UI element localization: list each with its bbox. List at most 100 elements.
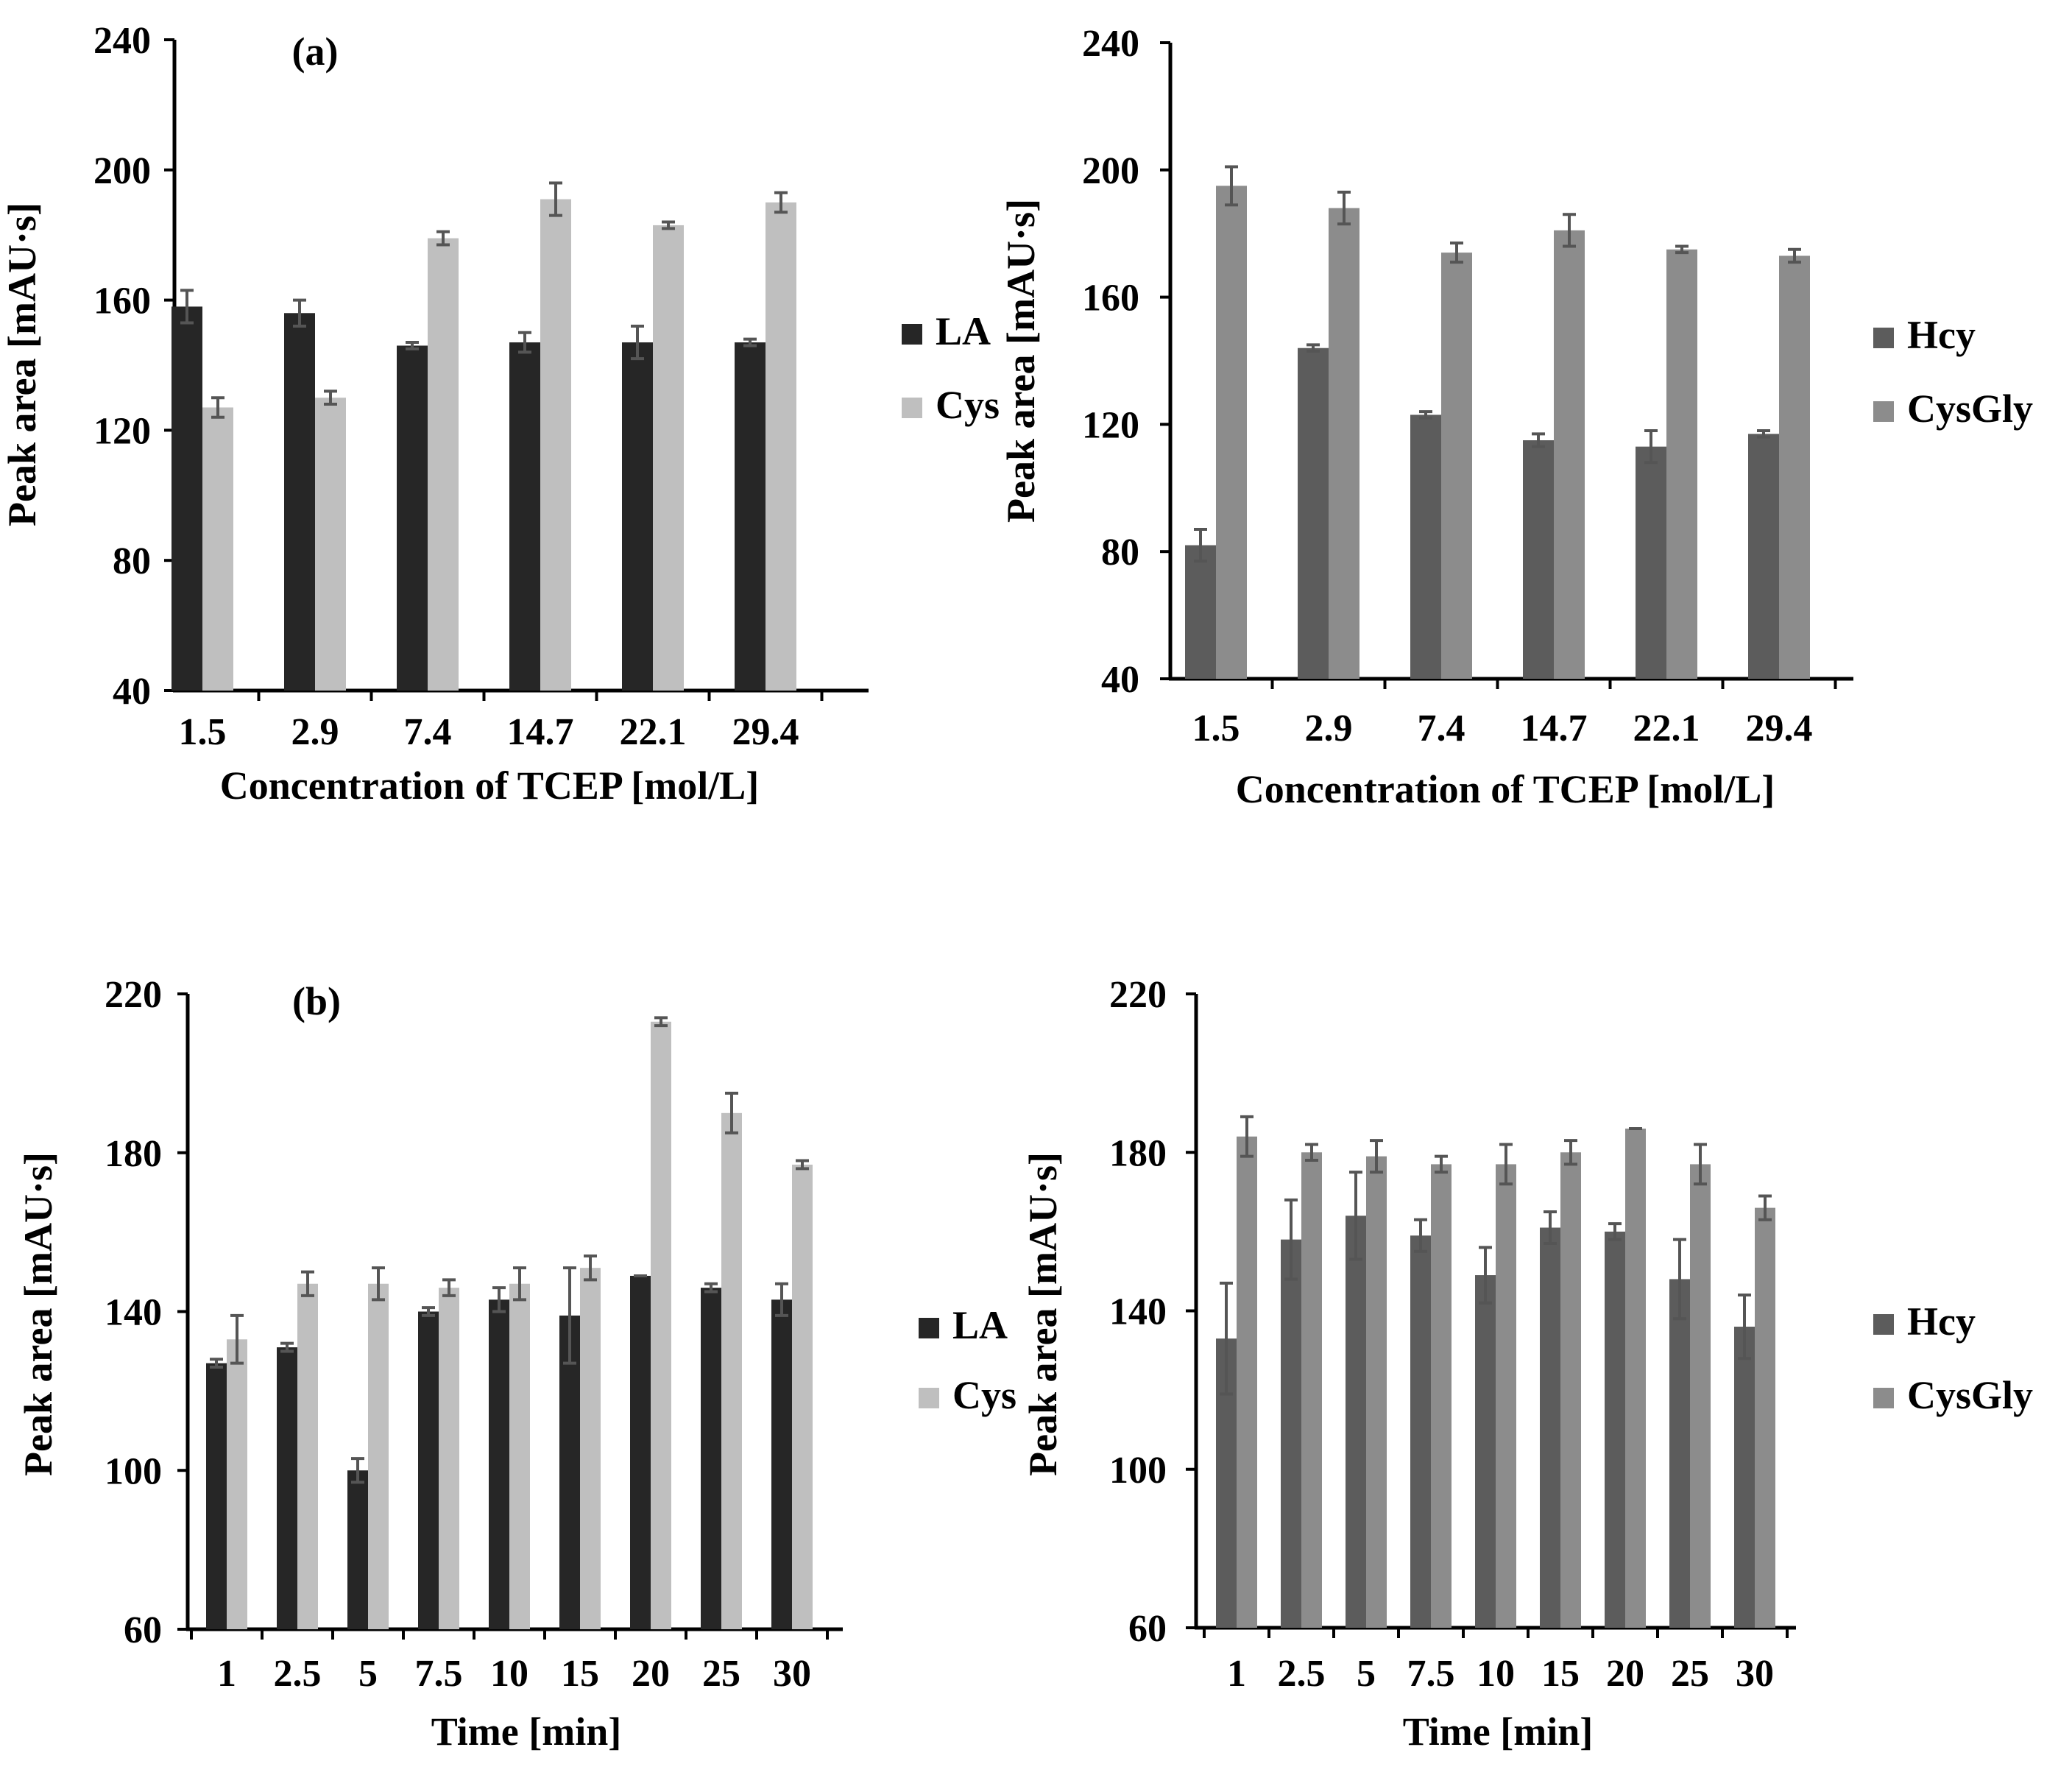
error-bar-CysGly-2.9 xyxy=(1337,191,1351,226)
x-tick-label: 29.4 xyxy=(732,711,799,753)
bar-CysGly-5 xyxy=(1366,1156,1387,1628)
bar-Hcy-30 xyxy=(1734,1327,1755,1628)
x-axis-title: Time [min] xyxy=(1403,1709,1593,1754)
y-tick-label: 100 xyxy=(105,1450,162,1492)
bar-Cys-2.5 xyxy=(297,1283,318,1629)
bar-CysGly-2.9 xyxy=(1329,208,1359,679)
legend-swatch-CysGly xyxy=(1873,1388,1894,1408)
x-tick-label: 1 xyxy=(217,1653,236,1695)
error-bar-CysGly-5 xyxy=(1370,1139,1383,1174)
error-bar-Hcy-15 xyxy=(1544,1210,1557,1246)
x-tick-label: 29.4 xyxy=(1746,708,1813,749)
y-tick-label: 60 xyxy=(1128,1608,1167,1650)
y-tick-label: 80 xyxy=(1101,532,1139,574)
x-tick-label: 15 xyxy=(1541,1653,1580,1695)
bar-CysGly-7.5 xyxy=(1431,1164,1452,1628)
bar-CysGly-2.5 xyxy=(1301,1152,1322,1628)
x-tick-label: 2.5 xyxy=(1278,1653,1326,1695)
x-tick-label: 25 xyxy=(702,1653,740,1695)
error-bar-LA-29.4 xyxy=(743,337,757,347)
bar-Hcy-22.1 xyxy=(1636,446,1666,679)
legend-swatch-Hcy xyxy=(1873,1314,1894,1335)
x-axis-title: Time [min] xyxy=(431,1709,621,1754)
x-tick-label: 7.4 xyxy=(404,711,452,753)
y-tick-label: 200 xyxy=(93,150,151,192)
legend-swatch-LA xyxy=(902,324,922,345)
error-bar-CysGly-1 xyxy=(1240,1115,1254,1158)
legend-label-Hcy: Hcy xyxy=(1907,313,1976,357)
y-tick-label: 180 xyxy=(105,1133,162,1175)
error-bar-CysGly-30 xyxy=(1758,1194,1772,1221)
error-bar-Cys-30 xyxy=(796,1159,809,1171)
error-bar-Cys-14.7 xyxy=(549,181,562,217)
legend-swatch-Cys xyxy=(919,1388,939,1408)
bar-Hcy-14.7 xyxy=(1523,440,1554,679)
x-tick-label: 22.1 xyxy=(620,711,687,753)
error-bar-Cys-1.5 xyxy=(211,396,224,419)
y-tick-label: 200 xyxy=(1082,150,1139,192)
bar-Cys-15 xyxy=(580,1268,601,1629)
error-bar-Hcy-2.5 xyxy=(1284,1198,1298,1281)
bar-LA-20 xyxy=(630,1275,651,1629)
y-axis-title: Peak area [mAU·s] xyxy=(1021,1152,1065,1476)
y-tick-label: 120 xyxy=(93,410,151,452)
x-axis-title: Concentration of TCEP [mol/L] xyxy=(220,763,759,808)
error-bar-LA-25 xyxy=(704,1282,718,1294)
error-bar-Hcy-25 xyxy=(1673,1238,1686,1321)
error-bar-CysGly-2.5 xyxy=(1305,1143,1318,1162)
panel-label: (a) xyxy=(292,29,339,74)
x-tick-label: 22.1 xyxy=(1633,708,1700,749)
legend-label-Cys: Cys xyxy=(952,1373,1016,1417)
error-bar-Cys-2.5 xyxy=(301,1270,314,1297)
bar-LA-29.4 xyxy=(735,342,765,691)
error-bar-LA-1.5 xyxy=(180,289,194,325)
bar-Hcy-25 xyxy=(1669,1279,1690,1628)
x-tick-label: 20 xyxy=(632,1653,670,1695)
bar-LA-15 xyxy=(559,1315,580,1629)
bar-CysGly-29.4 xyxy=(1779,255,1810,679)
error-bar-Hcy-1 xyxy=(1220,1281,1233,1396)
error-bar-Hcy-5 xyxy=(1349,1171,1362,1261)
bar-CysGly-1.5 xyxy=(1216,186,1247,679)
error-bar-CysGly-14.7 xyxy=(1563,213,1576,248)
error-bar-LA-2.5 xyxy=(280,1341,294,1353)
x-tick-label: 2.5 xyxy=(274,1653,322,1695)
error-bar-Hcy-20 xyxy=(1608,1222,1622,1241)
x-tick-label: 7.5 xyxy=(415,1653,463,1695)
bar-CysGly-20 xyxy=(1625,1128,1646,1628)
y-axis-title: Peak area [mAU·s] xyxy=(999,199,1043,523)
bar-Hcy-2.9 xyxy=(1298,347,1329,679)
error-bar-CysGly-22.1 xyxy=(1675,244,1689,255)
bar-Hcy-20 xyxy=(1605,1231,1625,1628)
chart-panel-b-left: 60 100 140 180 220 1 2.5 5 7.5 10 15 20 25 30 Time [mi… xyxy=(16,974,1016,1754)
error-bar-Hcy-1.5 xyxy=(1194,527,1207,563)
error-bar-Hcy-7.4 xyxy=(1419,410,1432,420)
error-bar-Hcy-2.9 xyxy=(1307,343,1320,353)
y-tick-label: 140 xyxy=(105,1292,162,1334)
panel-label: (b) xyxy=(292,979,341,1023)
error-bar-CysGly-1.5 xyxy=(1225,165,1238,207)
legend-swatch-Cys xyxy=(902,398,922,418)
x-tick-label: 2.9 xyxy=(1305,708,1353,749)
bar-LA-7.5 xyxy=(418,1311,439,1629)
error-bar-LA-14.7 xyxy=(518,331,531,354)
bar-CysGly-30 xyxy=(1755,1207,1775,1628)
bar-CysGly-10 xyxy=(1496,1164,1516,1628)
error-bar-Cys-22.1 xyxy=(662,220,675,230)
error-bar-Cys-7.5 xyxy=(442,1278,456,1297)
legend-label-LA: LA xyxy=(952,1303,1008,1347)
y-tick-label: 40 xyxy=(1101,659,1139,701)
y-tick-label: 160 xyxy=(93,280,151,322)
error-bar-CysGly-25 xyxy=(1694,1143,1707,1186)
x-tick-label: 14.7 xyxy=(507,711,574,753)
x-tick-label: 25 xyxy=(1671,1653,1709,1695)
bar-LA-2.5 xyxy=(277,1347,297,1629)
error-bar-LA-7.4 xyxy=(406,341,419,350)
bar-Cys-14.7 xyxy=(540,199,571,691)
error-bar-LA-5 xyxy=(351,1457,364,1484)
error-bar-Hcy-10 xyxy=(1479,1246,1492,1305)
bar-Cys-29.4 xyxy=(765,202,796,691)
bar-Hcy-5 xyxy=(1346,1215,1366,1628)
bar-Hcy-7.5 xyxy=(1410,1235,1431,1628)
